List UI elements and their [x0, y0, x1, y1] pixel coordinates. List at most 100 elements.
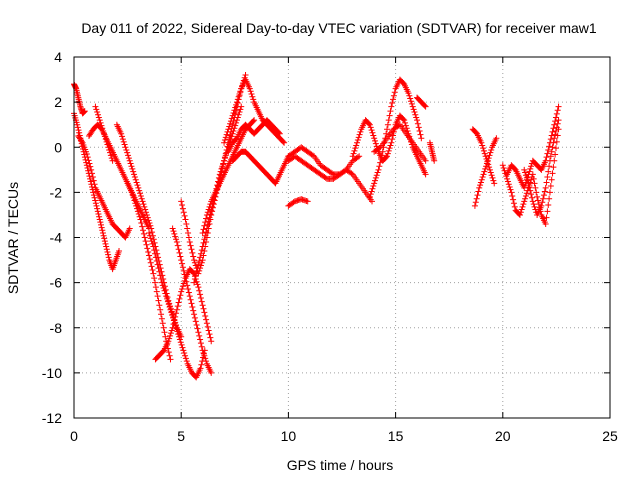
data-point [128, 189, 135, 196]
data-point [517, 209, 524, 216]
data-point [175, 331, 182, 338]
data-point [89, 174, 96, 181]
data-point [544, 174, 551, 181]
data-point [234, 96, 241, 103]
data-point [280, 138, 287, 145]
data-point [410, 106, 417, 113]
data-point [149, 240, 156, 247]
data-point [121, 141, 128, 148]
data-point [163, 293, 170, 300]
data-point [148, 238, 155, 245]
data-point [546, 189, 553, 196]
data-point [172, 313, 179, 320]
data-point [203, 215, 210, 222]
data-point [116, 248, 123, 255]
data-point [164, 295, 171, 302]
data-point [405, 90, 412, 97]
data-point [486, 166, 493, 173]
data-point [197, 250, 204, 257]
data-point [248, 91, 255, 98]
data-point [78, 138, 85, 145]
data-point [417, 131, 424, 138]
data-point [196, 257, 203, 264]
data-point [88, 166, 95, 173]
data-point [529, 198, 536, 205]
data-point [236, 109, 243, 116]
data-point [411, 109, 418, 116]
data-point [474, 192, 481, 199]
data-point [531, 203, 538, 210]
data-point [183, 358, 190, 365]
data-point [137, 192, 144, 199]
data-point [197, 294, 204, 301]
data-point [202, 355, 209, 362]
data-point [491, 180, 498, 187]
data-point [178, 288, 185, 295]
data-point [478, 139, 485, 146]
data-point [85, 157, 92, 164]
data-point [162, 333, 169, 340]
data-point [143, 211, 150, 218]
data-point [198, 247, 205, 254]
data-point [480, 145, 487, 152]
data-point [531, 180, 538, 187]
data-point [164, 298, 171, 305]
data-point [478, 176, 485, 183]
data-point [199, 302, 206, 309]
data-point [181, 350, 188, 357]
data-point [389, 100, 396, 107]
data-point [390, 96, 397, 103]
data-point [370, 132, 377, 139]
data-point [547, 183, 554, 190]
data-point [229, 112, 236, 119]
data-point [383, 154, 390, 161]
data-point [107, 152, 114, 159]
data-point [83, 151, 90, 158]
data-point [367, 191, 374, 198]
data-point [201, 222, 208, 229]
data-point [227, 118, 234, 125]
data-point [156, 268, 163, 275]
data-point [131, 197, 138, 204]
data-point [173, 306, 180, 313]
data-point [408, 100, 415, 107]
data-point [176, 295, 183, 302]
data-point [146, 220, 153, 227]
data-point [182, 216, 189, 223]
data-point [167, 330, 174, 337]
data-point [545, 168, 552, 175]
data-point [415, 124, 422, 131]
data-point [357, 128, 364, 135]
data-point [250, 96, 257, 103]
data-point [170, 228, 177, 235]
data-point [493, 135, 500, 142]
data-point [554, 120, 561, 127]
data-point [540, 195, 547, 202]
data-point [103, 243, 110, 250]
data-point [329, 170, 336, 177]
data-point [414, 117, 421, 124]
data-point [186, 293, 193, 300]
data-point [136, 187, 143, 194]
data-point [128, 163, 135, 170]
data-point [379, 148, 386, 155]
data-point [247, 88, 254, 95]
data-point [195, 284, 202, 291]
data-point [552, 145, 559, 152]
data-point [550, 139, 557, 146]
data-point [378, 152, 385, 159]
data-point [183, 220, 190, 227]
data-point [133, 202, 140, 209]
data-point [400, 116, 407, 123]
data-point [177, 339, 184, 346]
data-point [479, 174, 486, 181]
data-point [175, 299, 182, 306]
data-point [145, 217, 152, 224]
data-point [152, 254, 159, 261]
data-point [484, 157, 491, 164]
data-point [538, 202, 545, 209]
x-tick-label: 15 [388, 428, 404, 444]
data-point [412, 111, 419, 118]
data-point [182, 355, 189, 362]
data-point [522, 169, 529, 176]
